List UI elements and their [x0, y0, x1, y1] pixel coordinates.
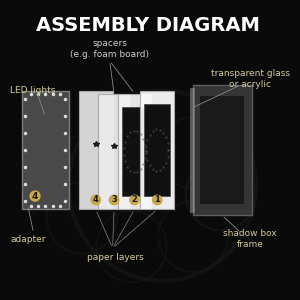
- Text: ASSEMBLY DIAGRAM: ASSEMBLY DIAGRAM: [36, 16, 260, 35]
- Bar: [144, 104, 170, 196]
- FancyBboxPatch shape: [193, 85, 252, 215]
- FancyBboxPatch shape: [118, 94, 151, 209]
- Text: 1: 1: [154, 195, 160, 204]
- Text: 3: 3: [111, 195, 117, 204]
- Text: 2: 2: [132, 195, 137, 204]
- Bar: [122, 107, 147, 196]
- Text: spacers
(e.g. foam board): spacers (e.g. foam board): [70, 39, 149, 59]
- Text: 4: 4: [93, 195, 99, 204]
- Bar: [200, 96, 244, 204]
- Text: adapter: adapter: [10, 235, 46, 244]
- FancyBboxPatch shape: [98, 94, 130, 209]
- Bar: [190, 88, 194, 212]
- Text: shadow box
frame: shadow box frame: [223, 229, 277, 249]
- FancyBboxPatch shape: [79, 91, 112, 209]
- Text: 4: 4: [32, 192, 38, 201]
- Text: transparent glass
or acrylic: transparent glass or acrylic: [211, 69, 290, 89]
- FancyBboxPatch shape: [140, 91, 174, 209]
- Text: paper layers: paper layers: [87, 253, 144, 262]
- Text: LED lights: LED lights: [10, 86, 56, 95]
- FancyBboxPatch shape: [22, 91, 69, 209]
